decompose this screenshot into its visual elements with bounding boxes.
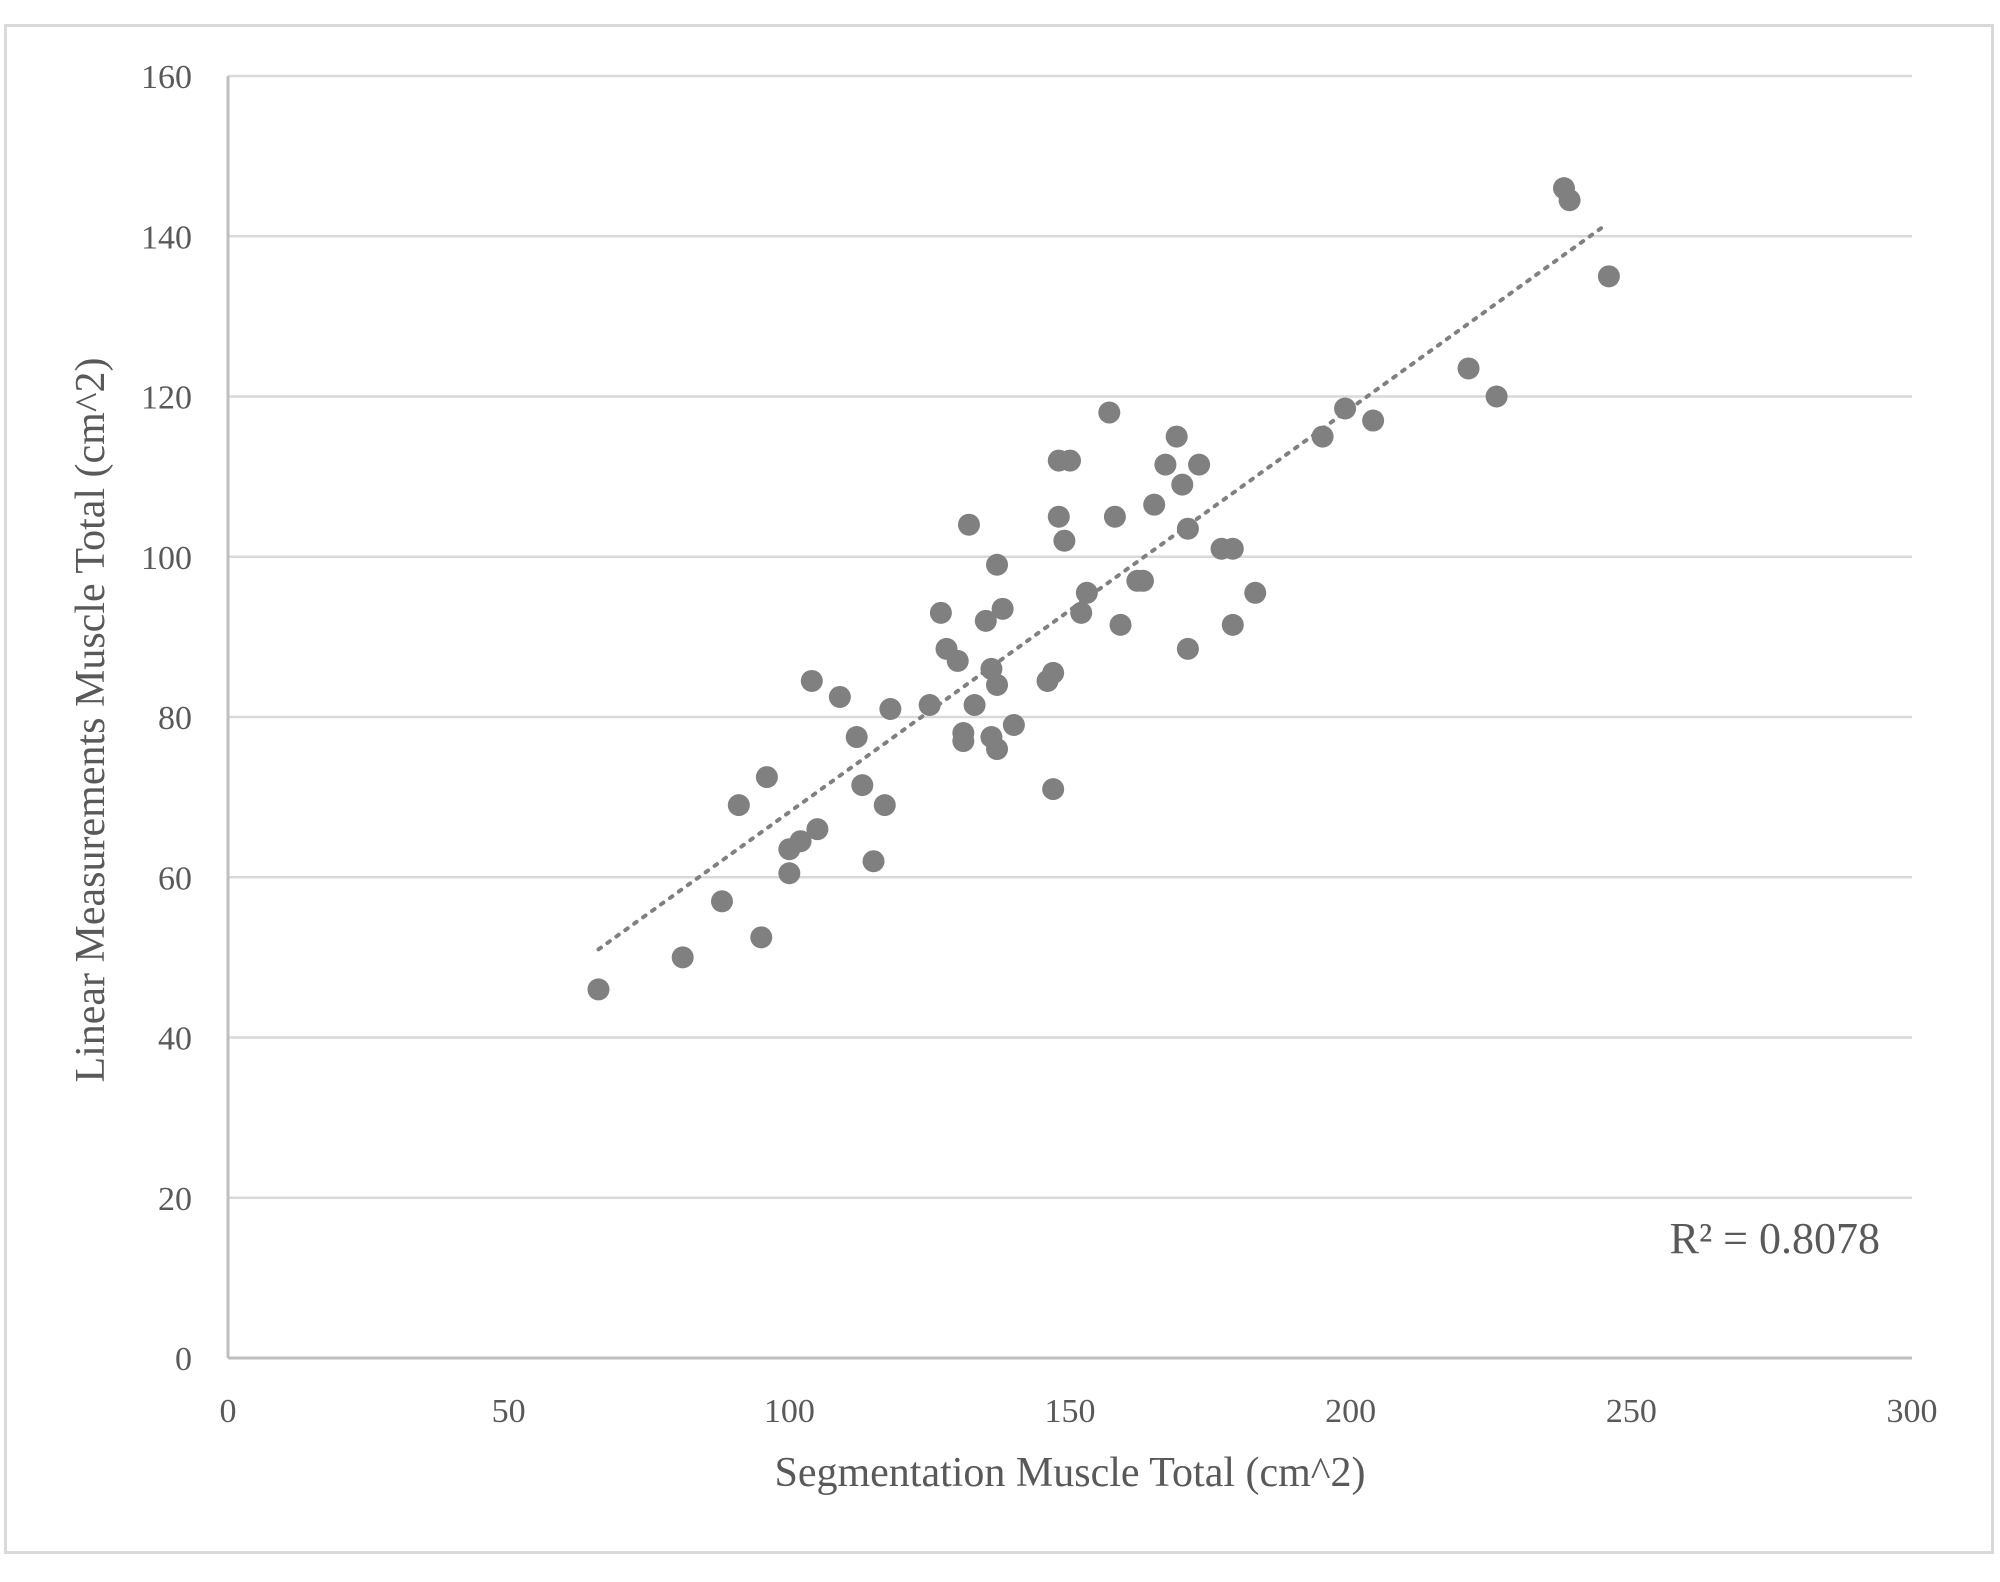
x-tick-label: 250	[1606, 1393, 1657, 1430]
data-point	[710, 890, 733, 913]
data-point	[1176, 637, 1199, 660]
y-tick-label: 160	[141, 59, 192, 96]
chart-frame	[4, 24, 1994, 1554]
data-point	[974, 609, 997, 632]
data-point	[1485, 385, 1508, 408]
data-point	[1311, 425, 1334, 448]
y-tick-label: 40	[158, 1021, 192, 1058]
data-point	[1171, 473, 1194, 496]
data-point	[1047, 505, 1070, 528]
data-point	[800, 669, 823, 692]
data-point	[1075, 581, 1098, 604]
data-point	[1002, 714, 1025, 737]
y-tick-label: 80	[158, 700, 192, 737]
data-point	[1103, 505, 1126, 528]
data-point	[918, 693, 941, 716]
r-squared-annotation: R² = 0.8078	[1670, 1214, 1880, 1263]
data-point	[789, 830, 812, 853]
x-tick-labels: 0 50 100 150 200 250 300	[220, 1393, 1938, 1430]
data-point	[671, 946, 694, 969]
data-point	[1059, 449, 1081, 472]
data-point	[1221, 613, 1244, 636]
data-point	[845, 726, 868, 749]
axes	[226, 76, 1912, 1360]
data-point	[991, 597, 1014, 620]
data-point	[986, 553, 1009, 576]
data-point	[1070, 601, 1093, 624]
y-tick-label: 20	[158, 1181, 192, 1218]
data-point	[1109, 613, 1132, 636]
data-point	[963, 693, 986, 716]
data-point	[1143, 493, 1166, 516]
y-tick-label: 120	[141, 380, 192, 417]
x-tick-label: 150	[1045, 1393, 1096, 1430]
data-point	[952, 730, 975, 753]
data-point	[1597, 265, 1620, 288]
data-point	[1558, 189, 1581, 212]
data-point	[755, 766, 778, 789]
data-point	[873, 794, 896, 817]
y-tick-labels: 0 20 40 60 80 100 120 140 160	[141, 59, 192, 1378]
data-point	[727, 794, 750, 817]
data-point	[851, 774, 874, 797]
data-point	[1176, 517, 1199, 540]
y-axis-title: Linear Measurements Muscle Total (cm^2)	[68, 357, 114, 1082]
data-point	[1053, 529, 1076, 552]
data-point	[929, 601, 952, 624]
data-point	[1131, 569, 1154, 592]
data-point	[587, 978, 610, 1001]
x-tick-label: 50	[492, 1393, 526, 1430]
data-point	[1188, 453, 1211, 476]
x-tick-label: 300	[1887, 1393, 1938, 1430]
data-point	[1165, 425, 1188, 448]
data-point	[750, 926, 773, 949]
data-point	[1098, 401, 1121, 424]
data-point	[778, 862, 801, 885]
data-point	[1244, 581, 1267, 604]
y-tick-label: 0	[175, 1341, 192, 1378]
data-point	[1362, 409, 1385, 432]
x-tick-label: 100	[764, 1393, 815, 1430]
data-point	[1042, 778, 1065, 801]
x-tick-label: 200	[1325, 1393, 1376, 1430]
y-tick-label: 140	[141, 219, 192, 256]
data-points	[587, 177, 1620, 1001]
data-point	[862, 850, 885, 873]
data-point	[1154, 453, 1177, 476]
data-point	[879, 697, 902, 720]
data-point	[828, 685, 851, 708]
y-tick-label: 100	[141, 540, 192, 577]
data-point	[957, 513, 980, 536]
data-point	[986, 673, 1009, 696]
data-point	[1042, 661, 1065, 684]
y-tick-label: 60	[158, 860, 192, 897]
data-point	[986, 738, 1009, 761]
x-axis-title: Segmentation Muscle Total (cm^2)	[774, 1450, 1365, 1496]
gridlines	[228, 74, 1912, 1199]
data-point	[946, 649, 969, 672]
data-point	[1457, 357, 1480, 380]
trendline	[596, 224, 1606, 952]
data-point	[806, 818, 829, 841]
data-point	[1221, 537, 1244, 560]
x-tick-label: 0	[220, 1393, 237, 1430]
